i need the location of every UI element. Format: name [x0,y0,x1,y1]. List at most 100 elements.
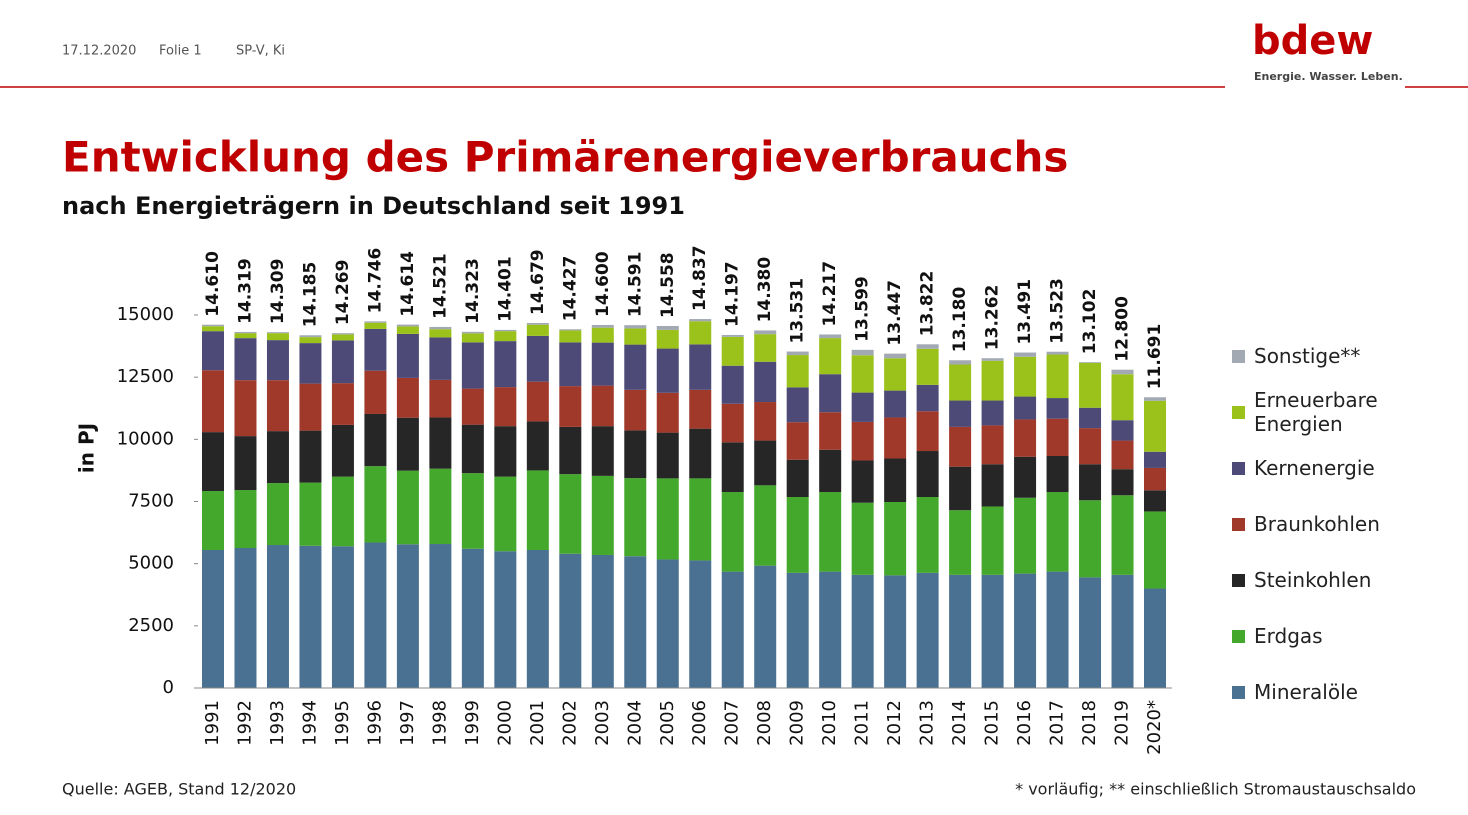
bar-segment [1111,374,1134,421]
bar-segment [234,333,257,339]
subtitle: nach Energieträgern in Deutschland seit … [62,192,685,220]
bar-segment [656,325,679,330]
bar-segment [1111,495,1134,575]
bar-segment [234,380,257,437]
bar-segment [331,334,354,341]
bar-segment [559,342,582,387]
x-tick-label: 2020* [1144,700,1165,755]
bar-segment [266,483,289,546]
total-label: 14.269 [333,260,353,326]
legend-item: Steinkohlen [1232,552,1432,608]
bar-segment [559,330,582,343]
y-tick-label: 7500 [128,491,174,512]
bar-segment [202,331,224,371]
bar-segment [494,331,517,342]
x-tick-label: 2000 [494,700,515,746]
bar-segment [624,389,647,431]
total-label: 14.558 [658,252,678,318]
y-tick-label: 15000 [117,304,174,325]
bar-segment [1111,574,1134,688]
legend-label: Erdgas [1254,624,1323,648]
bar-segment [851,349,874,356]
x-tick-label: 1994 [299,700,320,746]
bar-segment [916,348,939,385]
bar-segment [1046,351,1069,355]
y-tick-label: 12500 [117,366,174,387]
total-label: 13.822 [918,271,938,337]
x-tick-label: 1999 [462,700,483,746]
bar-segment [624,556,647,688]
bar-segment [1111,369,1134,375]
bar-segment [559,474,582,554]
bar-segment [1014,419,1037,457]
x-tick-label: 2018 [1079,700,1100,746]
bar-segment [299,430,322,483]
source: Quelle: AGEB, Stand 12/2020 [62,780,296,799]
x-tick-label: 2011 [852,700,873,746]
x-tick-label: 1993 [267,700,288,746]
bar-segment [1144,397,1166,401]
bar-segment [202,549,224,688]
bar-segment [981,400,1004,426]
y-tick-label: 2500 [128,615,174,636]
bar-segment [364,321,387,323]
bar-segment [689,560,712,688]
bar-segment [819,492,842,572]
total-label: 14.600 [593,251,613,317]
y-tick-label: 0 [163,677,174,698]
bar-segment [916,344,939,349]
bar-segment [916,497,939,573]
bar-segment [331,546,354,688]
total-label: 14.679 [528,249,548,315]
bar-segment [656,329,679,349]
bar-segment [299,383,322,431]
footnote: * vorläufig; ** einschließlich Stromaust… [1015,780,1416,799]
title: Entwicklung des Primärenergieverbrauchs [62,133,1068,182]
bar-segment [526,421,549,471]
bar-segment [754,361,777,403]
bar-segment [364,413,387,467]
bar-segment [1079,362,1102,408]
bar-segment [884,458,907,502]
total-label: 14.746 [365,248,385,314]
total-label: 14.380 [755,257,775,323]
bar-segment [429,468,452,545]
bar-segment [656,392,679,433]
bar-segment [721,492,744,572]
bar-segment [916,572,939,688]
x-tick-label: 2016 [1014,700,1035,746]
legend-label: Kernenergie [1254,456,1375,480]
bar-segment [1046,398,1069,419]
bar-segment [202,432,224,492]
bar-segment [786,355,809,388]
bar-segment [851,421,874,461]
legend-item: Sonstige** [1232,328,1432,384]
x-tick-label: 1996 [364,700,385,746]
bar-segment [266,333,289,341]
bar-segment [299,343,322,384]
bar-segment [526,322,549,325]
bar-segment [234,490,257,549]
bar-segment [559,329,582,331]
bar-segment [396,326,419,334]
bar-segment [494,551,517,688]
bar-segment [234,338,257,381]
total-label: 14.837 [690,245,710,311]
x-tick-label: 1992 [234,700,255,746]
bar-segment [461,333,484,343]
legend-item: Braunkohlen [1232,496,1432,552]
total-label: 14.427 [560,256,580,322]
x-tick-label: 2019 [1112,700,1133,746]
bar-segment [429,337,452,380]
bar-segment [591,426,614,476]
bar-segment [884,417,907,459]
bar-segment [1014,352,1037,357]
bar-segment [851,502,874,575]
bar-segment [689,478,712,561]
total-label: 14.323 [463,258,483,324]
bar-segment [559,386,582,427]
bar-segment [526,381,549,422]
logo: bdew [1252,18,1373,64]
